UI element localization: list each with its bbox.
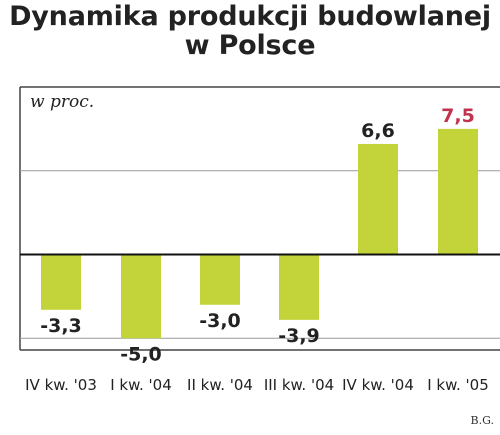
bar [121,254,161,339]
bar [41,254,81,310]
x-tick-label: I kw. '05 [427,376,489,394]
chart-title: Dynamika produkcji budowlanej w Polsce [0,2,500,60]
bar [358,143,398,255]
x-tick-label: II kw. '04 [187,376,253,394]
bar-value-label: 7,5 [441,105,475,127]
bar [279,254,319,320]
bar-value-label: -3,9 [278,325,320,347]
bar [438,128,478,255]
x-tick-label: I kw. '04 [110,376,172,394]
chart-title-line-2: w Polsce [184,30,316,61]
author-credit: B.G. [470,414,494,427]
x-tick-label: IV kw. '03 [25,376,97,394]
bar [200,254,240,305]
y-axis-unit-label: w proc. [30,92,94,112]
bar-value-label: -3,3 [40,315,82,337]
bar-value-label: 6,6 [361,120,395,142]
x-tick-label: IV kw. '04 [342,376,414,394]
bar-value-label: -5,0 [120,343,162,365]
chart-title-line-1: Dynamika produkcji budowlanej [9,1,491,32]
x-tick-label: III kw. '04 [264,376,334,394]
bar-value-label: -3,0 [199,310,241,332]
